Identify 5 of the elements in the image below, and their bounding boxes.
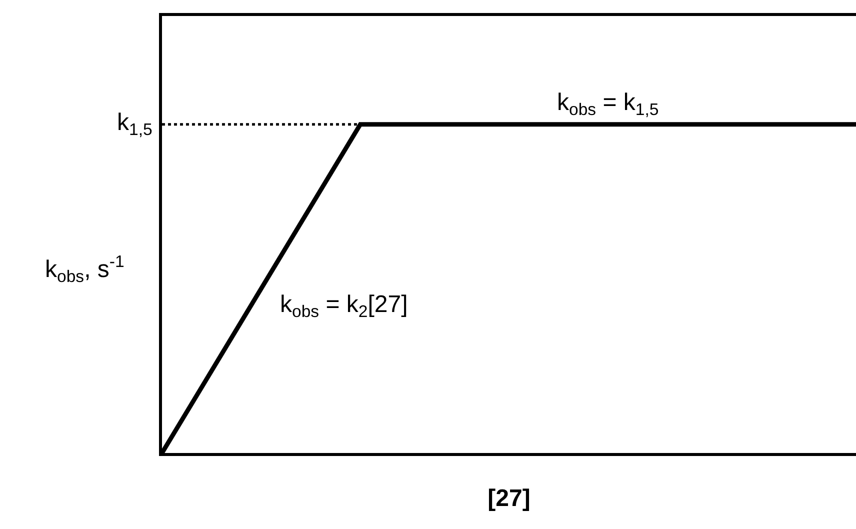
- ref-line-label: k$_{1,5}$: [117, 109, 152, 140]
- x-axis-title: [27]: [488, 485, 530, 512]
- y-axis-title: k$_{obs}$, s$^{-1}$: [45, 252, 124, 286]
- annotation: k$_{obs}$ = k$_{1,5}$: [557, 89, 659, 120]
- annotation: k$_{obs}$ = k$_{2}$[27]: [280, 291, 408, 322]
